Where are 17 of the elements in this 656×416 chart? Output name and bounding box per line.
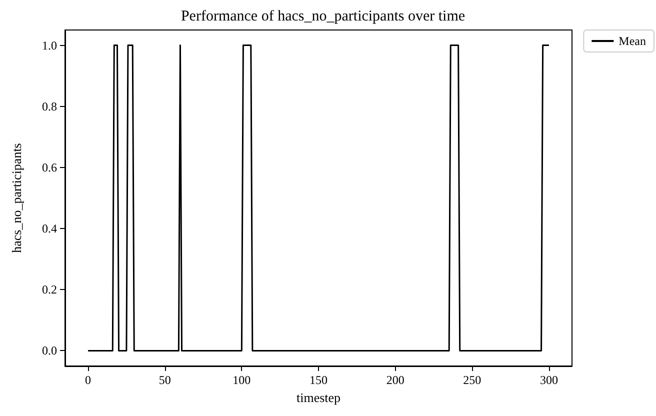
x-tick-label: 100 (232, 373, 251, 387)
x-tick-label: 250 (463, 373, 482, 387)
x-axis-title: timestep (296, 390, 341, 405)
legend-label: Mean (618, 34, 646, 48)
x-tick-label: 0 (85, 373, 92, 387)
y-tick-label: 0.4 (42, 222, 57, 236)
x-tick-label: 200 (386, 373, 404, 387)
x-tick-label: 150 (310, 373, 328, 387)
x-tick-label: 300 (540, 373, 558, 387)
y-tick-label: 0.6 (42, 160, 57, 174)
y-tick-label: 0.2 (42, 282, 57, 297)
y-tick-label: 0.8 (42, 99, 57, 114)
x-tick-label: 50 (158, 373, 171, 387)
chart-title: Performance of hacs_no_participants over time (180, 8, 466, 24)
y-tick-label: 0.0 (42, 344, 57, 358)
y-axis-title: hacs_no_participants (9, 143, 24, 253)
y-tick-label: 1.0 (42, 38, 57, 52)
